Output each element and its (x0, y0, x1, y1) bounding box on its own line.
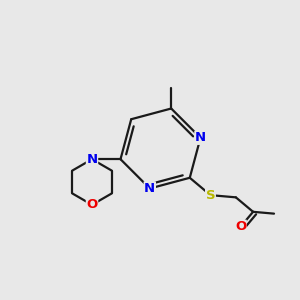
Text: N: N (195, 131, 206, 144)
Text: O: O (235, 220, 246, 233)
Text: O: O (86, 198, 98, 211)
Text: S: S (206, 189, 215, 202)
Text: N: N (86, 153, 98, 166)
Text: N: N (144, 182, 155, 195)
